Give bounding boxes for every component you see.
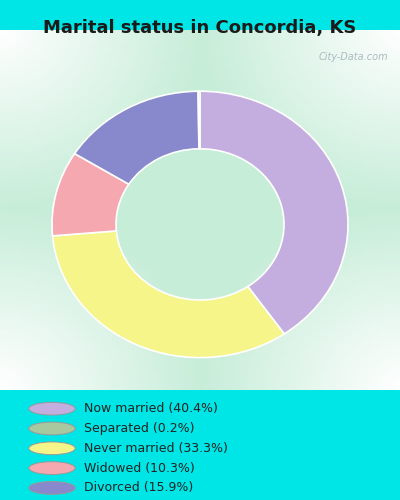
Text: Divorced (15.9%): Divorced (15.9%) [84, 482, 193, 494]
Text: City-Data.com: City-Data.com [318, 52, 388, 62]
Wedge shape [75, 91, 199, 184]
Wedge shape [52, 231, 284, 358]
Wedge shape [198, 91, 200, 149]
Text: Now married (40.4%): Now married (40.4%) [84, 402, 218, 415]
Text: Widowed (10.3%): Widowed (10.3%) [84, 462, 195, 474]
Circle shape [29, 442, 75, 454]
Text: Never married (33.3%): Never married (33.3%) [84, 442, 228, 455]
Text: Separated (0.2%): Separated (0.2%) [84, 422, 194, 435]
Text: Marital status in Concordia, KS: Marital status in Concordia, KS [43, 19, 357, 37]
Circle shape [29, 422, 75, 435]
Wedge shape [200, 91, 348, 334]
Circle shape [29, 482, 75, 494]
Circle shape [29, 402, 75, 415]
Wedge shape [52, 154, 129, 236]
Circle shape [29, 462, 75, 474]
